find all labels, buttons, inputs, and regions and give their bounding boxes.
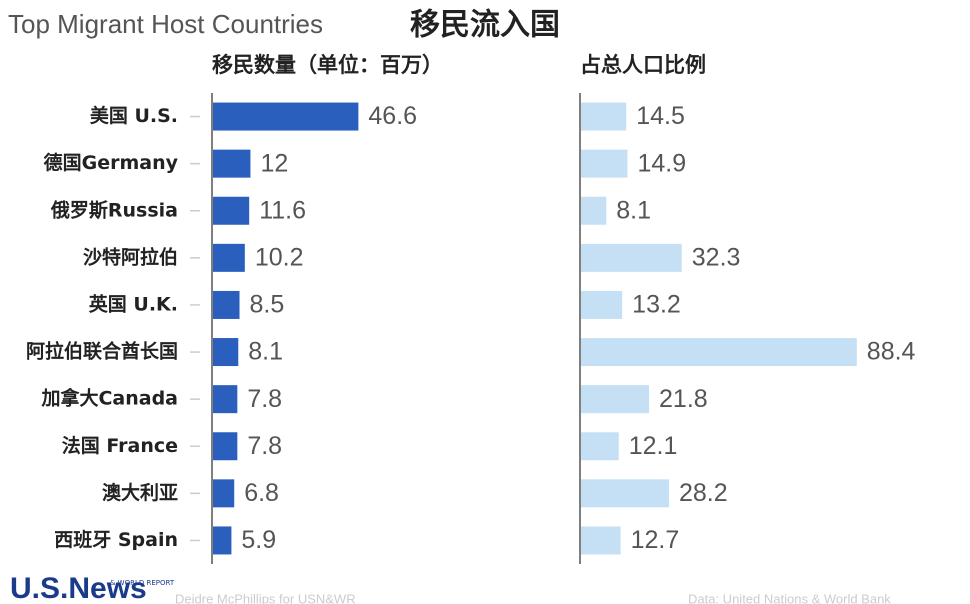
data-label: 8.1 xyxy=(616,196,651,224)
bar xyxy=(581,385,650,414)
data-label: 12.7 xyxy=(631,526,680,554)
source: Data: United Nations & World Bank xyxy=(688,591,891,604)
bar xyxy=(213,432,238,461)
data-label: 14.9 xyxy=(637,149,686,177)
data-label: 8.5 xyxy=(250,291,285,319)
category-label: 西班牙 Spain xyxy=(54,528,178,551)
bar xyxy=(581,526,621,555)
data-label: 7.8 xyxy=(247,432,282,460)
data-label: 12.1 xyxy=(629,432,678,460)
bar xyxy=(581,338,857,367)
category-label: 法国 France xyxy=(62,434,178,457)
bar xyxy=(581,102,627,131)
credit: Deidre McPhillips for USN&WR xyxy=(175,591,356,604)
chart-title-zh: 移民流入国 xyxy=(410,8,560,43)
bar xyxy=(581,243,682,272)
data-label: 21.8 xyxy=(659,385,708,413)
logo: U.S.News xyxy=(10,572,147,604)
category-label: 美国 U.S. xyxy=(90,104,178,127)
bar xyxy=(213,149,251,178)
category-label: 英国 U.K. xyxy=(89,292,178,315)
bar xyxy=(213,196,250,225)
bar xyxy=(213,102,359,131)
bar xyxy=(213,290,240,319)
data-label: 8.1 xyxy=(248,338,283,366)
bar xyxy=(581,196,607,225)
data-label: 6.8 xyxy=(244,479,279,507)
bar xyxy=(581,290,623,319)
data-label: 7.8 xyxy=(247,385,282,413)
data-label: 10.2 xyxy=(255,243,304,271)
bar xyxy=(213,479,235,508)
panel-heading: 占总人口比例 xyxy=(580,53,706,77)
bar xyxy=(213,243,245,272)
category-label: 沙特阿拉伯 xyxy=(83,245,178,268)
bar xyxy=(581,479,669,508)
category-label: 俄罗斯Russia xyxy=(50,198,178,221)
data-label: 12 xyxy=(260,149,288,177)
data-label: 46.6 xyxy=(368,102,417,130)
chart-title: Top Migrant Host Countries xyxy=(8,9,323,39)
bar xyxy=(581,149,628,178)
data-label: 88.4 xyxy=(867,338,916,366)
data-label: 14.5 xyxy=(636,102,685,130)
data-label: 5.9 xyxy=(241,526,276,554)
category-label: 加拿大Canada xyxy=(40,387,178,410)
data-label: 11.6 xyxy=(259,196,306,224)
data-label: 32.3 xyxy=(692,243,741,271)
logo-small: & WORLD REPORT xyxy=(110,579,175,587)
panel-heading: 移民数量（单位：百万） xyxy=(212,53,443,77)
data-label: 28.2 xyxy=(679,479,728,507)
bar xyxy=(581,432,619,461)
category-label: 德国Germany xyxy=(44,151,179,174)
bar xyxy=(213,526,232,555)
bar xyxy=(213,385,238,414)
data-label: 13.2 xyxy=(632,291,681,319)
category-label: 澳大利亚 xyxy=(102,481,178,504)
category-label: 阿拉伯联合酋长国 xyxy=(26,340,178,363)
bar xyxy=(213,338,239,367)
